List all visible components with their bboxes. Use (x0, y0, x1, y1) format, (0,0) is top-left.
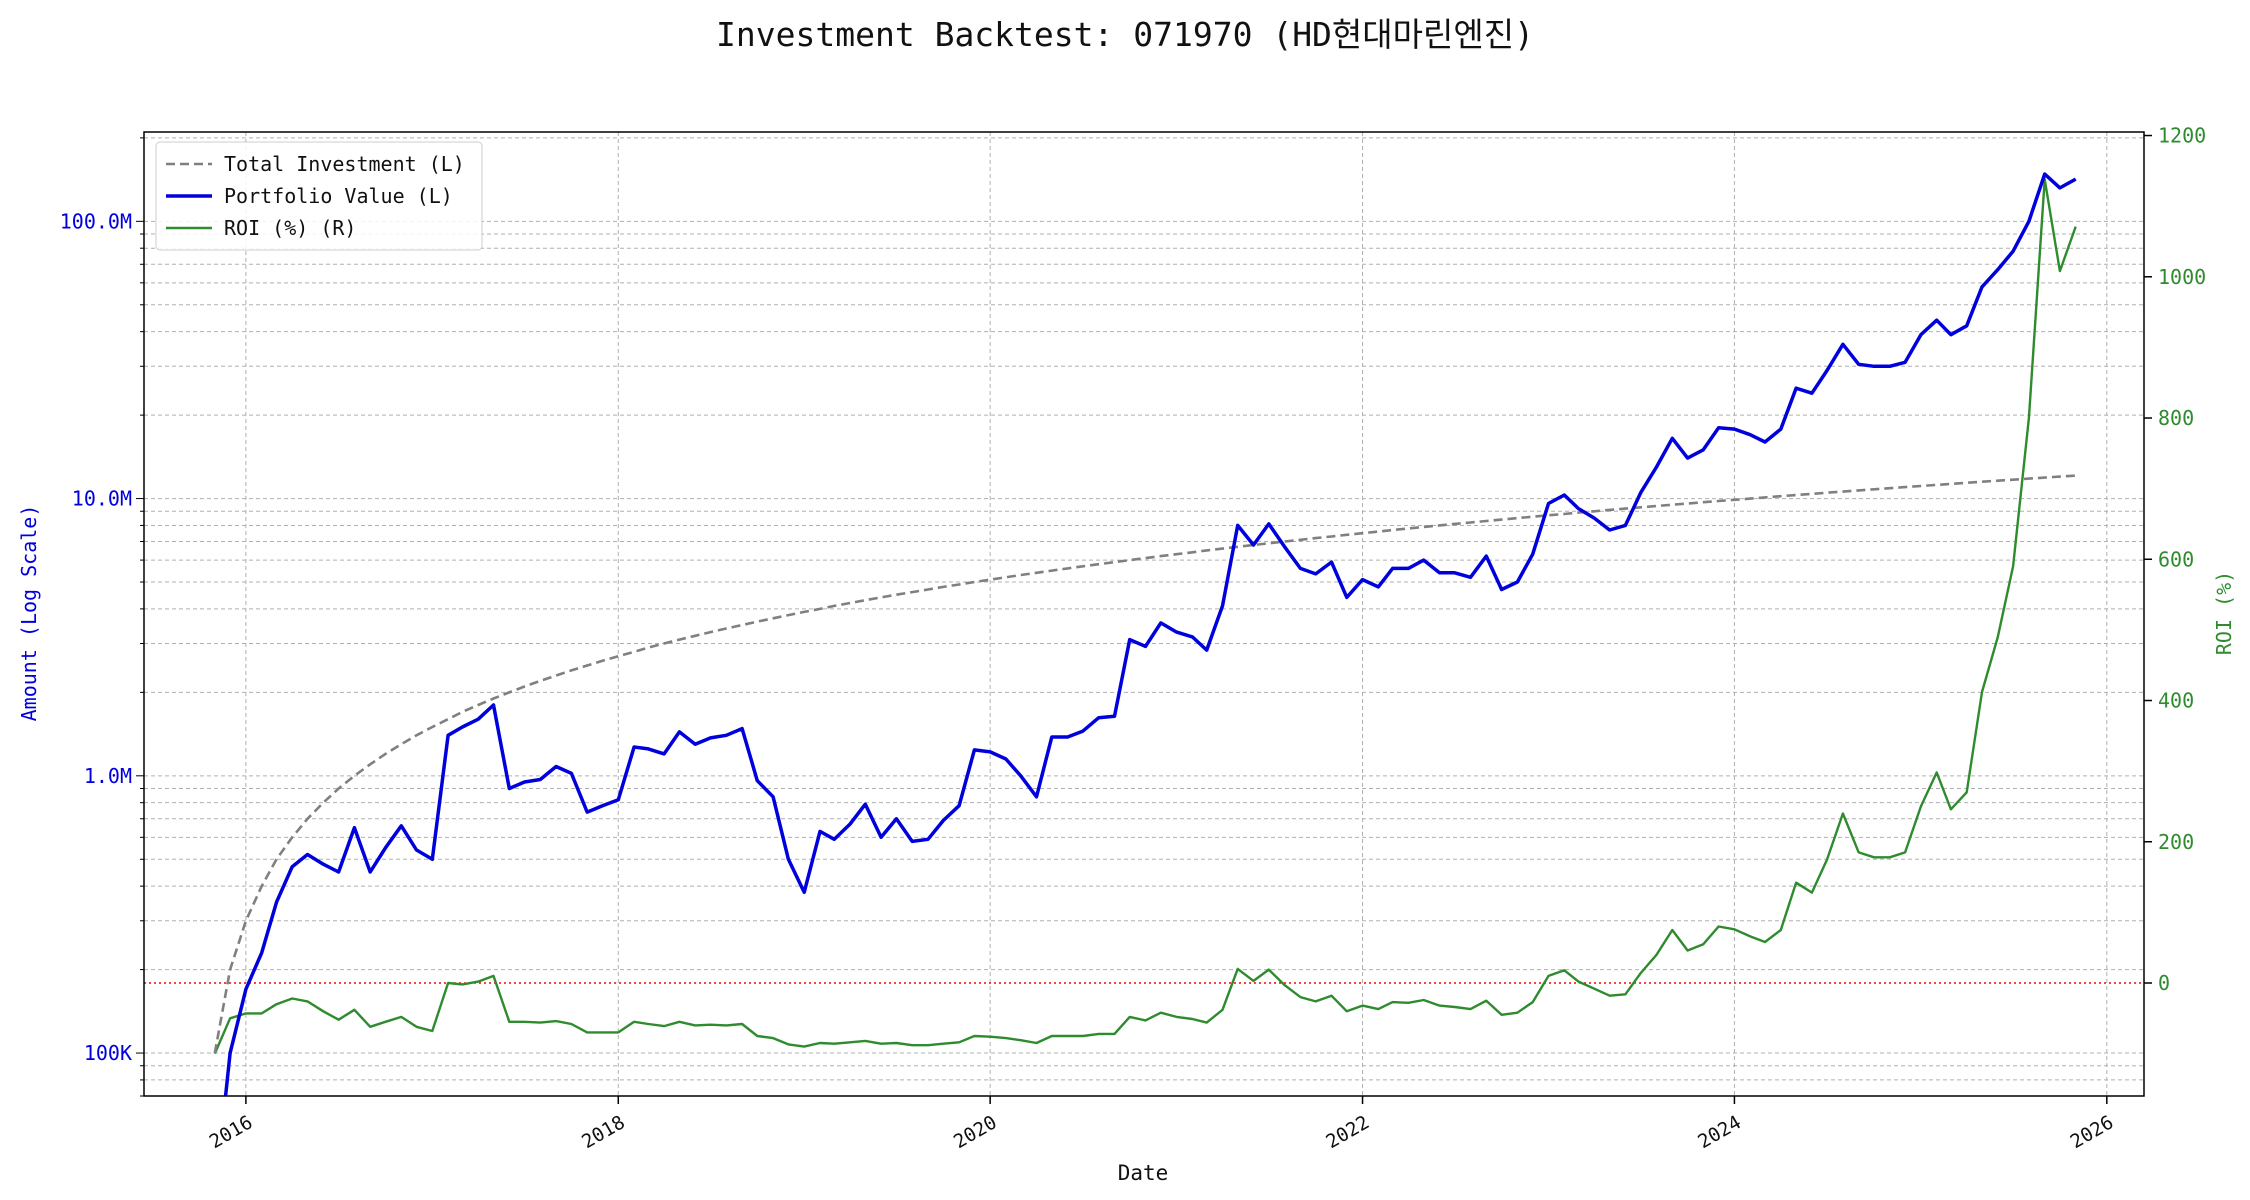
y-right-tick-label: 1200 (2158, 124, 2206, 148)
y-left-tick-label: 1.0M (84, 764, 132, 788)
series-group (144, 172, 2144, 1096)
grid-lines (144, 132, 2144, 1097)
series-layer (144, 172, 2144, 1096)
y-right-tick-label: 200 (2158, 830, 2194, 854)
y-left-tick-label: 100.0M (60, 209, 132, 233)
y-right-tick-label: 1000 (2158, 265, 2206, 289)
y-left-tick-label: 100K (84, 1041, 132, 1065)
y-left-tick-label: 10.0M (72, 487, 132, 511)
y-right-tick-label: 400 (2158, 689, 2194, 713)
legend-label: Total Investment (L) (224, 152, 465, 176)
y-right-axis-label: ROI (%) (2212, 571, 2236, 655)
plot-frame (143, 131, 2145, 1097)
chart-title: Investment Backtest: 071970 (HD현대마린엔진) (716, 15, 1534, 54)
roi-line (213, 178, 2077, 1055)
total-investment-line (213, 474, 2076, 1054)
y-right-tick-label: 0 (2158, 971, 2170, 995)
y-right-tick-label: 600 (2158, 547, 2194, 571)
legend-box (155, 141, 483, 251)
legend-label: ROI (%) (R) (224, 216, 356, 240)
portfolio-value-line (223, 172, 2077, 1096)
legend-label: Portfolio Value (L) (224, 184, 453, 208)
y-right-tick-label: 800 (2158, 406, 2194, 430)
legend: Total Investment (L) Portfolio Value (L) R… (155, 141, 483, 251)
x-axis-label: Date (1118, 1161, 1169, 1185)
y-left-axis-label: Amount (Log Scale) (17, 505, 41, 722)
